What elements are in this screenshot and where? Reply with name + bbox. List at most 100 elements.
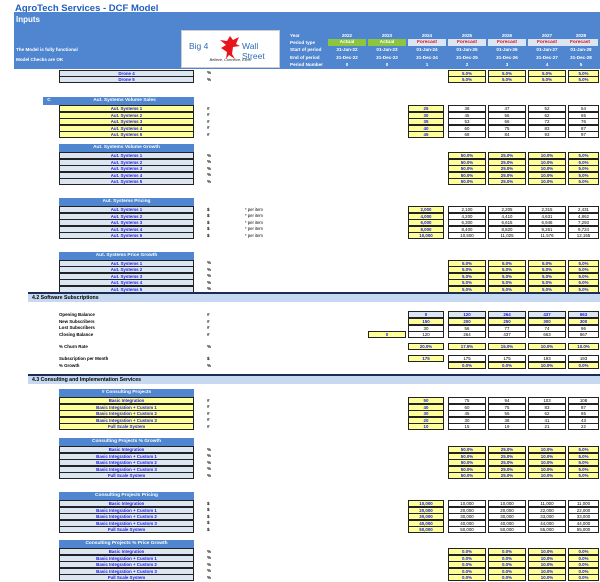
input-cell[interactable]: 0.0% — [568, 554, 599, 562]
input-cell-2024[interactable]: 40,000 — [408, 519, 444, 527]
churn-cell[interactable]: 10.0% — [528, 343, 566, 350]
input-cell-2024[interactable]: 20,000 — [408, 506, 444, 514]
growth-cell[interactable]: 0.0% — [448, 361, 486, 369]
input-cell[interactable]: 25.0% — [488, 459, 526, 467]
input-cell[interactable]: 5.0% — [568, 152, 599, 159]
input-cell[interactable]: 5.0% — [528, 259, 566, 267]
input-cell[interactable]: 10.0% — [528, 446, 566, 453]
input-cell[interactable]: 50.0% — [448, 459, 486, 467]
input-cell[interactable]: 5.0% — [568, 69, 599, 77]
input-cell[interactable]: 10.0% — [528, 548, 566, 555]
input-cell[interactable]: 5.0% — [568, 446, 599, 453]
input-cell[interactable]: 5.0% — [488, 279, 526, 287]
input-cell[interactable]: 5.0% — [568, 171, 599, 179]
input-cell[interactable]: 50.0% — [448, 152, 486, 159]
input-cell[interactable]: 50.0% — [448, 465, 486, 473]
input-cell[interactable]: 5.0% — [568, 178, 599, 186]
input-cell[interactable]: 0.0% — [568, 574, 599, 582]
growth-cell[interactable]: 0.0% — [568, 361, 599, 369]
input-cell[interactable]: 5.0% — [488, 266, 526, 274]
input-cell[interactable]: 10.0% — [528, 567, 566, 575]
input-cell[interactable]: 0.0% — [568, 567, 599, 575]
input-cell[interactable]: 25.0% — [488, 165, 526, 173]
input-cell-2024[interactable]: 45 — [408, 131, 444, 139]
churn-cell[interactable]: 10.0% — [568, 343, 599, 350]
churn-cell[interactable]: 20.0% — [408, 343, 444, 350]
input-cell-2024[interactable]: 6,000 — [408, 219, 444, 227]
input-cell[interactable]: 0.0% — [488, 561, 526, 569]
input-cell[interactable]: 25.0% — [488, 158, 526, 166]
input-cell[interactable]: 50.0% — [448, 158, 486, 166]
growth-cell[interactable]: 10.0% — [528, 361, 566, 369]
input-cell[interactable]: 5.0% — [488, 69, 526, 77]
input-cell-2024[interactable]: 30 — [408, 111, 444, 119]
input-cell[interactable]: 10.0% — [528, 152, 566, 159]
input-cell[interactable]: 5.0% — [528, 69, 566, 77]
input-cell[interactable]: 50.0% — [448, 472, 486, 480]
sub-price-cell[interactable]: 175 — [408, 355, 444, 362]
input-cell[interactable]: 5.0% — [568, 272, 599, 280]
input-cell[interactable]: 50.0% — [448, 452, 486, 460]
input-cell[interactable]: 25.0% — [488, 472, 526, 480]
input-cell[interactable]: 10.0% — [528, 165, 566, 173]
input-cell[interactable]: 5.0% — [528, 272, 566, 280]
input-cell[interactable]: 0.0% — [568, 548, 599, 555]
input-cell-2024[interactable]: 20 — [408, 416, 444, 424]
input-cell[interactable]: 50.0% — [448, 446, 486, 453]
input-cell[interactable]: 25.0% — [488, 452, 526, 460]
input-cell[interactable]: 10.0% — [528, 459, 566, 467]
input-cell-2024[interactable]: 40 — [408, 403, 444, 411]
input-cell-2024[interactable]: 30,000 — [408, 513, 444, 521]
prior-closing-cell[interactable]: 0 — [368, 331, 406, 338]
input-cell[interactable]: 0.0% — [448, 554, 486, 562]
input-cell[interactable]: 5.0% — [568, 266, 599, 274]
input-cell[interactable]: 5.0% — [528, 279, 566, 287]
input-cell[interactable]: 5.0% — [528, 266, 566, 274]
input-cell-2024[interactable]: 50 — [408, 397, 444, 404]
input-cell[interactable]: 0.0% — [568, 561, 599, 569]
input-cell[interactable]: 5.0% — [488, 76, 526, 84]
input-cell[interactable]: 5.0% — [528, 76, 566, 84]
churn-cell[interactable]: 17.5% — [448, 343, 486, 350]
input-cell[interactable]: 10.0% — [528, 561, 566, 569]
input-cell[interactable]: 5.0% — [568, 158, 599, 166]
input-cell[interactable]: 0.0% — [488, 567, 526, 575]
input-cell[interactable]: 5.0% — [568, 165, 599, 173]
input-cell[interactable]: 50.0% — [448, 178, 486, 186]
input-cell[interactable]: 5.0% — [448, 259, 486, 267]
input-cell-2024[interactable]: 30 — [408, 410, 444, 418]
input-cell[interactable]: 25.0% — [488, 171, 526, 179]
input-cell[interactable]: 10.0% — [528, 472, 566, 480]
input-cell[interactable]: 5.0% — [448, 76, 486, 84]
input-cell[interactable]: 5.0% — [568, 76, 599, 84]
input-cell[interactable]: 5.0% — [568, 472, 599, 480]
input-cell-2024[interactable]: 4,000 — [408, 212, 444, 220]
input-cell[interactable]: 5.0% — [448, 272, 486, 280]
input-cell[interactable]: 5.0% — [568, 279, 599, 287]
input-cell-2024[interactable]: 2,000 — [408, 206, 444, 213]
input-cell-2024[interactable]: 10,000 — [408, 500, 444, 507]
input-cell[interactable]: 5.0% — [568, 465, 599, 473]
input-cell-2024[interactable]: 50,000 — [408, 526, 444, 534]
input-cell[interactable]: 0.0% — [448, 548, 486, 555]
input-cell-2024[interactable]: 8,000 — [408, 225, 444, 233]
input-cell[interactable]: 10.0% — [528, 554, 566, 562]
input-cell[interactable]: 0.0% — [488, 574, 526, 582]
input-cell[interactable]: 5.0% — [488, 272, 526, 280]
input-cell[interactable]: 0.0% — [448, 561, 486, 569]
input-cell-2024[interactable]: 10,000 — [408, 232, 444, 240]
input-cell-2024[interactable]: 40 — [408, 124, 444, 132]
input-cell[interactable]: 0.0% — [448, 567, 486, 575]
input-cell[interactable]: 10.0% — [528, 465, 566, 473]
input-cell[interactable]: 5.0% — [568, 459, 599, 467]
input-cell[interactable]: 50.0% — [448, 171, 486, 179]
input-cell[interactable]: 25.0% — [488, 446, 526, 453]
input-cell[interactable]: 10.0% — [528, 452, 566, 460]
input-cell[interactable]: 10.0% — [528, 158, 566, 166]
input-cell[interactable]: 0.0% — [448, 574, 486, 582]
input-cell[interactable]: 5.0% — [568, 259, 599, 267]
input-cell[interactable]: 50.0% — [448, 165, 486, 173]
input-cell[interactable]: 25.0% — [488, 465, 526, 473]
input-cell[interactable]: 5.0% — [488, 259, 526, 267]
input-cell-2024[interactable]: 25 — [408, 105, 444, 112]
